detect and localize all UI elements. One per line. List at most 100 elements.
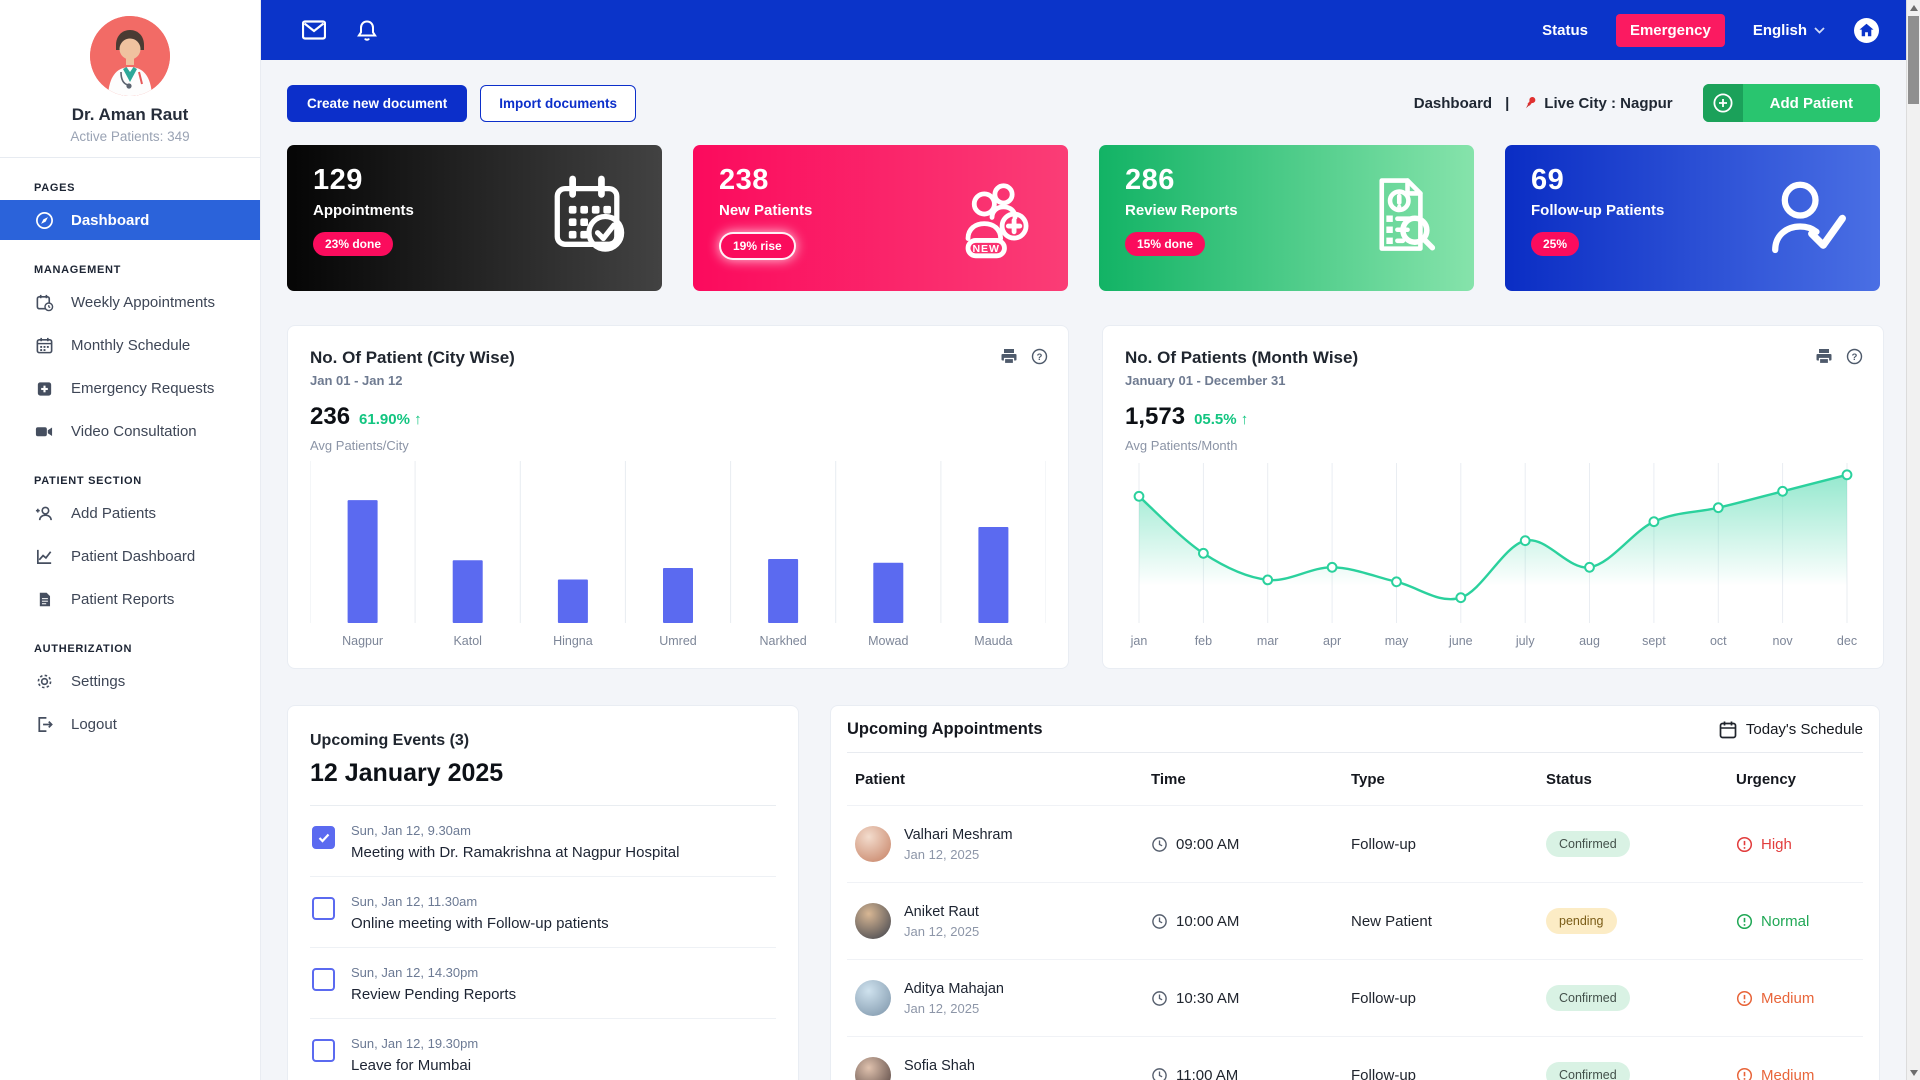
todays-schedule-link[interactable]: Today's Schedule <box>1719 720 1863 739</box>
doctor-name: Dr. Aman Raut <box>71 105 189 124</box>
event-checkbox[interactable] <box>312 897 335 920</box>
home-icon[interactable] <box>1853 17 1880 44</box>
status-cell: Confirmed <box>1546 831 1736 857</box>
appointment-row-aditya-mahajan[interactable]: Aditya Mahajan Jan 12, 2025 10:30 AM Fol… <box>847 959 1863 1036</box>
scrollbar-up-arrow[interactable] <box>1907 0 1920 15</box>
svg-text:apr: apr <box>1323 634 1341 648</box>
help-icon[interactable]: ? <box>1031 348 1048 365</box>
help-icon[interactable]: ? <box>1846 348 1863 365</box>
sidebar-item-dashboard[interactable]: Dashboard <box>0 200 260 240</box>
scrollbar-thumb[interactable] <box>1908 16 1919 104</box>
stat-badge: 25% <box>1531 232 1580 256</box>
sidebar-item-emergency-requests[interactable]: Emergency Requests <box>0 368 260 408</box>
add-patient-button[interactable]: Add Patient <box>1702 84 1880 122</box>
sidebar-item-patient-dashboard[interactable]: Patient Dashboard <box>0 536 260 576</box>
patient-info: Valhari Meshram Jan 12, 2025 <box>904 827 1013 862</box>
stat-badge: 23% done <box>313 232 394 256</box>
import-documents-button[interactable]: Import documents <box>480 84 637 122</box>
appointment-row-valhari-meshram[interactable]: Valhari Meshram Jan 12, 2025 09:00 AM Fo… <box>847 805 1863 882</box>
time-cell: 09:00 AM <box>1151 836 1351 853</box>
print-icon[interactable] <box>1000 348 1018 365</box>
event-item[interactable]: Sun, Jan 12, 14.30pm Review Pending Repo… <box>310 948 776 1019</box>
sidebar-item-label: Monthly Schedule <box>71 336 191 354</box>
new-patients-icon: NEW <box>942 168 1042 269</box>
appointments-table-header: Patient Time Type Status Urgency <box>847 753 1863 805</box>
report-search-icon <box>1356 168 1448 269</box>
logout-icon <box>34 714 54 734</box>
sidebar-item-video-consultation[interactable]: Video Consultation <box>0 411 260 451</box>
sidebar-item-weekly-appointments[interactable]: Weekly Appointments <box>0 282 260 322</box>
status-cell: pending <box>1546 908 1736 934</box>
stat-card-review-reports[interactable]: 286 Review Reports 15% done <box>1099 145 1474 291</box>
chart-title: No. Of Patients (Month Wise) <box>1125 348 1359 367</box>
chart-card-line: ? No. Of Patients (Month Wise) January 0… <box>1102 325 1884 669</box>
doctor-profile: Dr. Aman Raut Active Patients: 349 <box>0 0 260 158</box>
patient-date: Jan 12, 2025 <box>904 1000 980 1016</box>
event-datetime: Sun, Jan 12, 14.30pm <box>351 965 479 980</box>
status-cell: Confirmed <box>1546 1062 1736 1080</box>
print-icon[interactable] <box>1815 348 1833 365</box>
line-chart-plot: jan feb mar apr may june july aug sept oct nov dec <box>1125 457 1861 658</box>
todays-schedule-label: Today's Schedule <box>1745 720 1863 738</box>
scrollbar-down-arrow[interactable] <box>1907 1065 1920 1080</box>
stat-card-new-patients[interactable]: 238 New Patients 19% rise NEW <box>693 145 1068 291</box>
page-scrollbar[interactable] <box>1906 0 1920 1080</box>
stat-card-appointments[interactable]: 129 Appointments 23% done <box>287 145 662 291</box>
sidebar-item-logout[interactable]: Logout <box>0 704 260 744</box>
upcoming-events-card: Upcoming Events (3) 12 January 2025 Sun,… <box>287 705 799 1080</box>
clock-icon <box>1151 1067 1168 1080</box>
mail-icon[interactable] <box>302 20 326 40</box>
chart-stat-value: 1,573 <box>1125 403 1186 430</box>
stat-label: New Patients <box>719 202 813 219</box>
chart-toolbar: ? <box>1815 348 1863 365</box>
breadcrumb[interactable]: Dashboard <box>1413 94 1493 112</box>
event-item[interactable]: Sun, Jan 12, 11.30am Online meeting with… <box>310 877 776 948</box>
chart-caption: Avg Patients/Month <box>1125 438 1238 453</box>
sidebar-item-patient-reports[interactable]: Patient Reports <box>0 579 260 619</box>
chart-stat: 1,573 05.5% ↑ <box>1125 403 1861 431</box>
stat-value: 129 <box>313 164 363 196</box>
calendar-check-icon <box>540 168 636 269</box>
language-dropdown[interactable]: English <box>1753 22 1825 39</box>
appointments-title: Upcoming Appointments <box>847 719 1043 738</box>
svg-text:jan: jan <box>1130 634 1148 648</box>
chevron-down-icon <box>1814 26 1825 34</box>
bottom-row: Upcoming Events (3) 12 January 2025 Sun,… <box>287 705 1880 1080</box>
svg-text:?: ? <box>1852 352 1858 363</box>
patient-info: Aditya Mahajan Jan 12, 2025 <box>904 981 1004 1016</box>
emergency-button[interactable]: Emergency <box>1615 13 1725 47</box>
patient-date: Jan 12, 2025 <box>904 846 980 862</box>
stat-card-follow-up-patients[interactable]: 69 Follow-up Patients 25% <box>1505 145 1880 291</box>
event-item[interactable]: Sun, Jan 12, 9.30am Meeting with Dr. Ram… <box>310 806 776 877</box>
urgency-label: Medium <box>1761 1066 1815 1080</box>
stat-value: 69 <box>1531 164 1565 196</box>
urgency-cell: Medium <box>1736 1067 1855 1080</box>
live-city-text: Live City : Nagpur <box>1544 94 1673 112</box>
page-header-row: Create new document Import documents Das… <box>287 84 1880 122</box>
sidebar-item-add-patients[interactable]: Add Patients <box>0 493 260 533</box>
patient-cell: Aniket Raut Jan 12, 2025 <box>855 903 1151 939</box>
calendar-icon <box>1719 721 1737 738</box>
event-title: Online meeting with Follow-up patients <box>351 915 609 932</box>
alert-icon <box>1736 836 1753 853</box>
alert-icon <box>1736 1067 1753 1080</box>
time-cell: 11:00 AM <box>1151 1067 1351 1080</box>
sidebar-item-settings[interactable]: Settings <box>0 661 260 701</box>
sidebar-item-label: Video Consultation <box>71 422 197 440</box>
svg-text:Umred: Umred <box>659 634 697 648</box>
create-new-document-button[interactable]: Create new document <box>287 84 468 122</box>
event-item[interactable]: Sun, Jan 12, 19.30pm Leave for Mumbai <box>310 1019 776 1080</box>
patient-cell: Sofia Shah Jan 12, 2025 <box>855 1057 1151 1080</box>
bell-icon[interactable] <box>356 19 378 42</box>
column-header-type: Type <box>1351 770 1385 788</box>
appointment-row-aniket-raut[interactable]: Aniket Raut Jan 12, 2025 10:00 AM New Pa… <box>847 882 1863 959</box>
sidebar-item-monthly-schedule[interactable]: Monthly Schedule <box>0 325 260 365</box>
status-link[interactable]: Status <box>1542 21 1588 39</box>
event-checkbox[interactable] <box>312 1039 335 1062</box>
appointment-row-sofia-shah[interactable]: Sofia Shah Jan 12, 2025 11:00 AM Follow-… <box>847 1036 1863 1080</box>
svg-text:nov: nov <box>1773 634 1794 648</box>
patient-name: Sofia Shah <box>904 1057 975 1074</box>
event-checkbox[interactable] <box>312 826 335 849</box>
column-header-patient: Patient <box>855 770 906 788</box>
event-checkbox[interactable] <box>312 968 335 991</box>
